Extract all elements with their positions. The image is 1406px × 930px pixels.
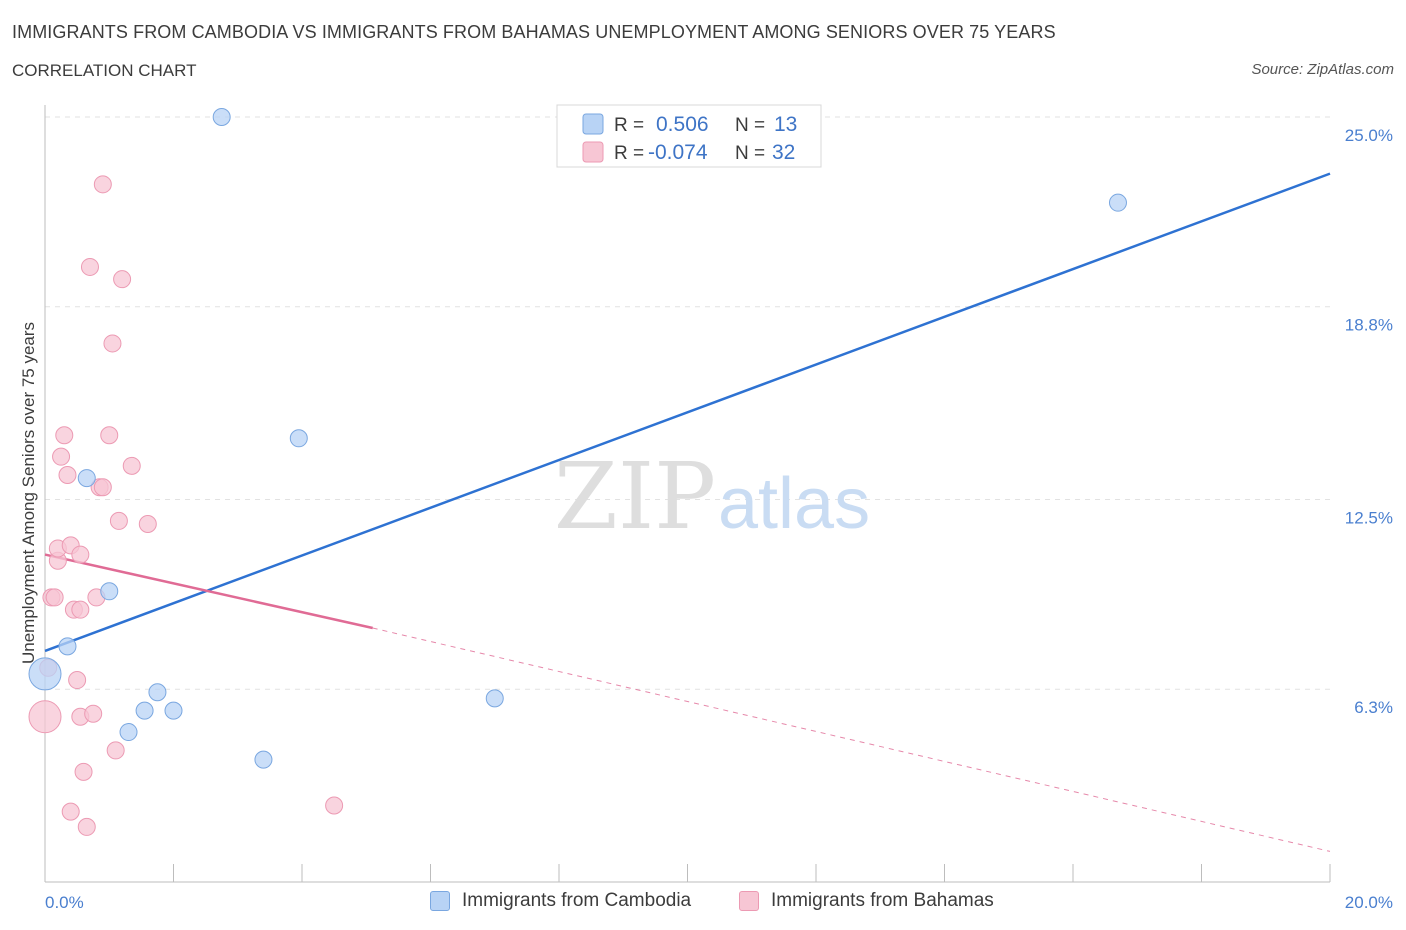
stats-r-label-cambodia: R = (614, 115, 644, 136)
data-point-bahamas (100, 426, 119, 445)
stats-n-label-cambodia: N = (735, 115, 765, 136)
data-point-bahamas (55, 426, 74, 445)
y-tick-label: 18.8% (1345, 316, 1393, 335)
data-point-bahamas (71, 545, 90, 564)
legend-swatch-bahamas (739, 891, 759, 911)
trend-line-cambodia (44, 172, 1331, 653)
data-point-bahamas (52, 447, 71, 466)
data-point-bahamas (93, 175, 112, 194)
x-tick-label-max: 20.0% (1345, 893, 1393, 912)
data-point-bahamas (93, 478, 112, 497)
data-point-cambodia (164, 701, 183, 720)
data-point-cambodia (77, 469, 96, 488)
stats-swatch-cambodia (582, 113, 604, 135)
data-point-bahamas (106, 741, 125, 760)
data-point-bahamas (28, 700, 62, 734)
source-label: Source: ZipAtlas.com (1251, 61, 1394, 78)
stats-swatch-bahamas (582, 141, 604, 163)
data-point-bahamas (61, 802, 80, 821)
watermark-zip: ZIP (554, 443, 716, 550)
data-point-bahamas (84, 704, 103, 723)
data-point-bahamas (77, 817, 96, 836)
trend-line-bahamas-extrapolated (372, 627, 1331, 852)
stats-r-value-bahamas: -0.074 (648, 141, 708, 164)
stats-n-label-bahamas: N = (735, 143, 765, 164)
stats-r-label-bahamas: R = (614, 143, 644, 164)
chart-title: IMMIGRANTS FROM CAMBODIA VS IMMIGRANTS F… (12, 22, 1056, 42)
data-point-cambodia (254, 750, 273, 769)
data-point-bahamas (71, 600, 90, 619)
stats-n-value-bahamas: 32 (772, 141, 795, 164)
stats-r-value-cambodia: 0.506 (656, 113, 709, 136)
data-point-cambodia (148, 683, 167, 702)
data-point-bahamas (103, 334, 122, 353)
chart-subtitle: CORRELATION CHART (12, 61, 197, 80)
data-point-bahamas (68, 671, 87, 690)
data-point-bahamas (109, 511, 128, 530)
stats-box: R = 0.506 N = 13 R = -0.074 N = 32 (556, 104, 822, 168)
data-point-bahamas (325, 796, 344, 815)
y-tick-label: 6.3% (1354, 698, 1393, 717)
data-point-bahamas (122, 456, 141, 475)
data-point-bahamas (45, 588, 64, 607)
x-tick-label-min: 0.0% (45, 893, 84, 912)
data-point-cambodia (119, 723, 138, 742)
axes: 6.3% 12.5% 18.8% 25.0% 0.0% 20.0% (44, 105, 1393, 912)
legend-item-cambodia: Immigrants from Cambodia (430, 890, 691, 912)
y-tick-label: 25.0% (1345, 126, 1393, 145)
data-point-bahamas (113, 270, 132, 289)
data-point-cambodia (58, 637, 77, 656)
data-point-bahamas (58, 466, 77, 485)
data-point-cambodia (1108, 193, 1127, 212)
data-point-cambodia (289, 429, 308, 448)
legend-label-bahamas: Immigrants from Bahamas (771, 890, 994, 911)
data-point-bahamas (80, 257, 99, 276)
y-tick-label: 12.5% (1345, 509, 1393, 528)
data-point-bahamas (138, 514, 157, 533)
data-point-cambodia (135, 701, 154, 720)
trend-lines (44, 172, 1331, 852)
data-point-cambodia (485, 689, 504, 708)
watermark-atlas: atlas (718, 464, 870, 544)
y-axis-label: Unemployment Among Seniors over 75 years (19, 322, 38, 664)
watermark: ZIP atlas (554, 443, 870, 550)
data-point-cambodia (28, 657, 62, 691)
data-point-cambodia (212, 108, 231, 126)
grid (45, 116, 1330, 690)
data-points (28, 108, 1127, 836)
trend-line-bahamas (44, 553, 373, 630)
legend-item-bahamas: Immigrants from Bahamas (739, 890, 994, 912)
data-point-cambodia (100, 582, 119, 601)
stats-n-value-cambodia: 13 (774, 113, 797, 136)
legend-swatch-cambodia (430, 891, 450, 911)
data-point-bahamas (74, 762, 93, 781)
legend-label-cambodia: Immigrants from Cambodia (462, 890, 692, 911)
